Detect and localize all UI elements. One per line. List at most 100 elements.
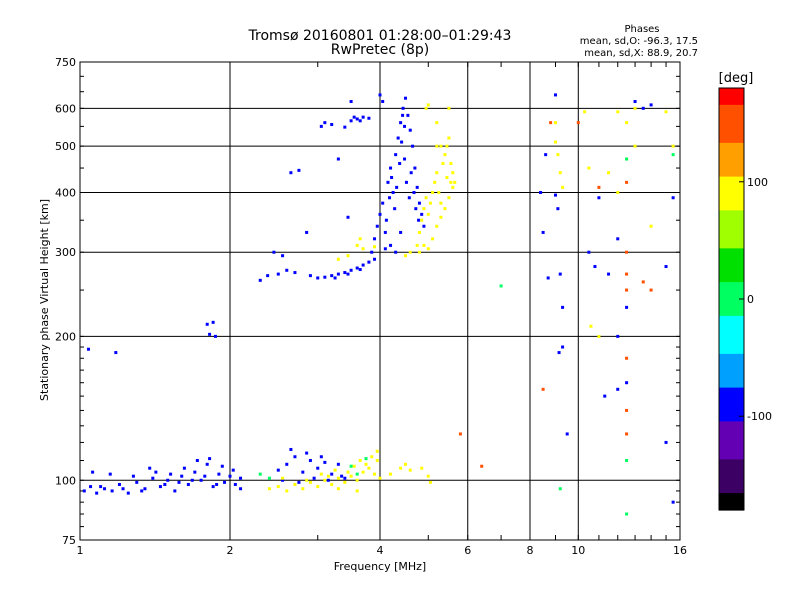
data-point — [330, 123, 334, 127]
data-point — [233, 482, 237, 486]
colorbar-segment — [719, 159, 744, 165]
data-point — [480, 464, 484, 468]
data-point — [549, 121, 553, 125]
chart-subtitle: RwPretec (8p) — [331, 42, 429, 58]
colorbar-segment — [719, 113, 744, 119]
data-point — [349, 474, 353, 478]
colorbar-segment — [719, 429, 744, 435]
data-point — [203, 474, 207, 478]
colorbar-segment — [719, 282, 744, 287]
y-tick-label: 600 — [55, 102, 76, 115]
data-point — [108, 472, 112, 476]
data-point — [143, 487, 147, 491]
data-point — [403, 254, 407, 258]
data-point — [169, 472, 173, 476]
colorbar-segment — [719, 336, 744, 342]
data-point — [437, 190, 441, 194]
data-point — [319, 472, 323, 476]
data-point — [358, 268, 362, 272]
colorbar-segment — [719, 290, 744, 296]
data-point — [355, 266, 359, 270]
data-point — [367, 116, 371, 120]
data-point — [378, 476, 382, 480]
colorbar-segment — [719, 231, 744, 237]
data-point — [458, 432, 462, 436]
colorbar-segment — [719, 92, 744, 98]
data-point — [154, 470, 158, 474]
data-point — [346, 254, 350, 258]
data-point — [403, 124, 407, 128]
data-point — [417, 218, 421, 222]
colorbar-segment — [719, 104, 744, 110]
data-point — [370, 455, 374, 459]
colorbar-segment — [719, 227, 744, 233]
data-point — [428, 201, 432, 205]
data-point — [323, 275, 327, 279]
colorbar-segment — [719, 218, 744, 224]
data-point — [583, 110, 587, 114]
data-point — [343, 480, 347, 484]
data-point — [625, 381, 629, 385]
data-point — [417, 250, 421, 254]
colorbar-tick-label: -100 — [747, 410, 772, 423]
data-point — [301, 487, 305, 491]
data-point — [166, 478, 170, 482]
colorbar: -100 0 100 — [718, 87, 772, 511]
colorbar-segment — [719, 493, 744, 498]
colorbar-segment — [719, 88, 744, 93]
colorbar-segment — [719, 256, 744, 262]
data-point — [435, 144, 439, 148]
data-point — [266, 274, 270, 278]
data-point — [499, 284, 503, 288]
data-point — [199, 478, 203, 482]
x-tick-label: 2 — [227, 544, 234, 557]
data-point — [205, 322, 209, 326]
data-point — [420, 466, 424, 470]
data-point — [308, 274, 312, 278]
data-point — [289, 447, 293, 451]
data-point — [556, 207, 560, 211]
colorbar-segment — [719, 501, 744, 507]
data-point — [370, 250, 374, 254]
colorbar-segment — [719, 214, 744, 220]
data-point — [272, 250, 276, 254]
data-point — [541, 387, 545, 391]
data-point — [404, 180, 408, 184]
data-point — [349, 119, 353, 123]
data-point — [433, 180, 437, 184]
data-point — [336, 462, 340, 466]
y-tick-label: 75 — [62, 534, 76, 547]
data-point — [422, 207, 426, 211]
data-point — [587, 166, 591, 170]
data-point — [390, 175, 394, 179]
colorbar-segment — [719, 163, 744, 169]
data-point — [193, 470, 197, 474]
data-point — [553, 93, 557, 97]
data-point — [177, 480, 181, 484]
data-point — [151, 476, 155, 480]
data-point — [422, 243, 426, 247]
data-point — [297, 480, 301, 484]
colorbar-segment — [719, 408, 744, 414]
data-point — [383, 247, 387, 251]
data-point — [616, 237, 620, 241]
data-point — [664, 440, 668, 444]
colorbar-segment — [719, 265, 744, 271]
data-point — [671, 144, 675, 148]
data-point — [333, 468, 337, 472]
data-point — [121, 487, 125, 491]
data-point — [195, 458, 199, 462]
data-point — [211, 485, 215, 489]
data-point — [616, 387, 620, 391]
colorbar-segment — [719, 391, 744, 397]
data-point — [451, 185, 455, 189]
data-point — [215, 482, 219, 486]
data-point — [158, 485, 162, 489]
data-point — [367, 466, 371, 470]
data-point — [415, 185, 419, 189]
data-point — [399, 121, 403, 125]
data-point — [633, 144, 637, 148]
data-point — [148, 466, 152, 470]
colorbar-segment — [719, 223, 744, 228]
colorbar-segment — [719, 324, 744, 330]
